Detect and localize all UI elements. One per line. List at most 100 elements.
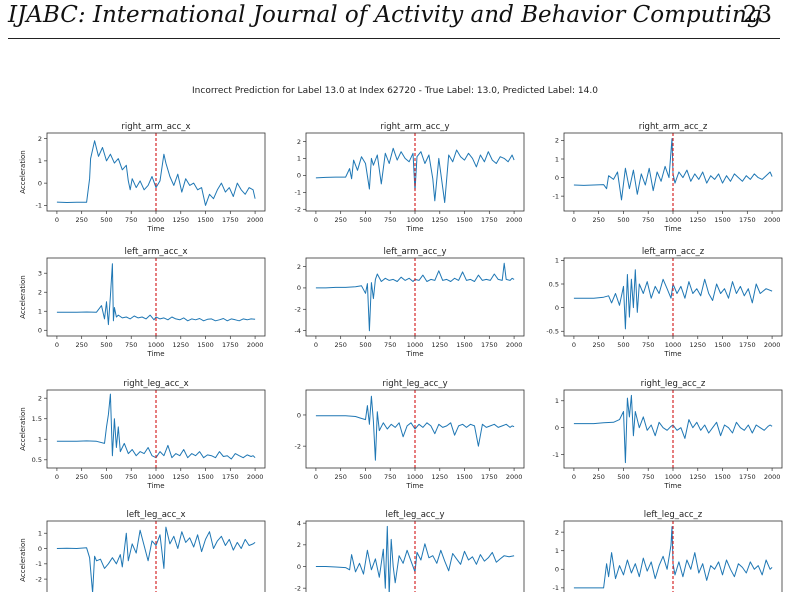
- x-tick-label: 1750: [481, 216, 498, 224]
- y-tick-label: 1: [38, 157, 42, 165]
- x-tick-label: 1000: [148, 216, 165, 224]
- y-tick-label: -1: [553, 584, 559, 592]
- x-tick-label: 1500: [456, 473, 473, 481]
- y-tick-label: 1: [38, 436, 42, 444]
- x-tick-label: 1500: [197, 216, 214, 224]
- y-tick-label: 1: [555, 155, 559, 163]
- x-tick-label: 1750: [222, 216, 239, 224]
- series-line: [573, 269, 773, 330]
- x-tick-label: 1750: [481, 473, 498, 481]
- x-tick-label: 500: [617, 341, 629, 349]
- journal-title: IJABC: International Journal of Activity…: [8, 2, 762, 28]
- subplot-left_leg_acc_z: left_leg_acc_z02505007501000125015001750…: [553, 510, 783, 592]
- series-line: [56, 393, 256, 460]
- x-tick-label: 1500: [197, 473, 214, 481]
- y-tick-label: -1: [36, 202, 42, 210]
- x-tick-label: 1750: [222, 341, 239, 349]
- series-line: [573, 526, 773, 589]
- x-tick-label: 500: [617, 473, 629, 481]
- x-tick-label: 1250: [431, 341, 448, 349]
- x-tick-label: 750: [125, 341, 137, 349]
- y-tick-label: 0: [38, 327, 42, 335]
- x-tick-label: 1750: [739, 473, 756, 481]
- x-tick-label: 1500: [456, 341, 473, 349]
- x-tick-label: 1250: [431, 216, 448, 224]
- y-tick-label: 0: [555, 304, 559, 312]
- axes-frame: [305, 520, 525, 592]
- x-tick-label: 2000: [506, 216, 523, 224]
- x-tick-label: 250: [75, 473, 87, 481]
- x-tick-label: 250: [75, 341, 87, 349]
- x-tick-label: 2000: [247, 473, 264, 481]
- y-axis-label: Acceleration: [19, 150, 27, 194]
- x-tick-label: 0: [572, 473, 576, 481]
- x-tick-label: 750: [384, 216, 396, 224]
- x-axis-label: Time: [663, 482, 681, 490]
- x-tick-label: 0: [55, 341, 59, 349]
- x-tick-label: 250: [334, 216, 346, 224]
- y-tick-label: -1: [553, 451, 559, 459]
- y-tick-label: -1: [36, 560, 42, 568]
- x-tick-label: 1750: [739, 341, 756, 349]
- x-tick-label: 0: [314, 341, 318, 349]
- x-tick-label: 1000: [665, 473, 682, 481]
- subplot-title: left_arm_acc_z: [642, 247, 705, 257]
- y-tick-label: 0: [297, 563, 301, 571]
- y-tick-label: 1: [297, 155, 301, 163]
- x-tick-label: 0: [572, 216, 576, 224]
- x-tick-label: 1250: [172, 341, 189, 349]
- header-rule: [8, 38, 780, 39]
- subplot-title: right_arm_acc_y: [380, 122, 449, 132]
- subplot-right_arm_acc_z: right_arm_acc_z 0 250 500 750 1000 1250 1500 175…: [553, 122, 783, 233]
- x-tick-label: 1500: [714, 341, 731, 349]
- x-tick-label: 750: [125, 216, 137, 224]
- x-tick-label: 1000: [148, 473, 165, 481]
- y-tick-label: 1: [38, 308, 42, 316]
- subplot-left_leg_acc_y: left_leg_acc_y02505007501000125015001750…: [295, 510, 525, 592]
- y-tick-label: 2: [297, 138, 301, 146]
- x-tick-label: 250: [592, 216, 604, 224]
- page-number: 23: [742, 2, 772, 28]
- y-tick-label: -2: [295, 306, 301, 314]
- y-tick-label: 0.5: [32, 456, 42, 464]
- subplot-right_arm_acc_x: right_arm_acc_x 0 250 500 750 1000 1250 1500 175…: [19, 122, 266, 233]
- y-tick-label: -4: [295, 327, 301, 335]
- x-tick-label: 1500: [197, 341, 214, 349]
- y-tick-label: 2: [297, 263, 301, 271]
- subplot-left_arm_acc_z: left_arm_acc_z 0 250 500 750 1000 1250 1500 1750…: [546, 247, 783, 358]
- y-tick-label: 0: [555, 174, 559, 182]
- x-tick-label: 1000: [407, 216, 424, 224]
- subplot-title: right_arm_acc_z: [639, 122, 708, 132]
- x-tick-label: 1750: [739, 216, 756, 224]
- x-axis-label: Time: [146, 225, 164, 233]
- y-tick-label: -0.5: [546, 328, 559, 336]
- y-tick-label: 1: [555, 397, 559, 405]
- x-tick-label: 1250: [689, 216, 706, 224]
- x-tick-label: 750: [642, 216, 654, 224]
- x-tick-label: 500: [100, 473, 112, 481]
- subplot-title: right_leg_acc_z: [641, 379, 706, 389]
- y-tick-label: -2: [295, 206, 301, 214]
- series-line: [573, 394, 773, 464]
- x-axis-label: Time: [146, 482, 164, 490]
- y-tick-label: -3: [36, 591, 42, 592]
- series-line: [56, 526, 256, 592]
- series-line: [573, 138, 773, 201]
- x-tick-label: 1250: [689, 341, 706, 349]
- x-tick-label: 1500: [714, 473, 731, 481]
- x-tick-label: 250: [334, 341, 346, 349]
- x-tick-label: 1250: [689, 473, 706, 481]
- x-tick-label: 2000: [764, 341, 781, 349]
- y-tick-label: 0: [555, 566, 559, 574]
- subplot-left_leg_acc_x: left_leg_acc_x02505007501000125015001750…: [19, 510, 266, 592]
- figure-suptitle: Incorrect Prediction for Label 13.0 at I…: [192, 86, 598, 96]
- y-tick-label: 2: [38, 289, 42, 297]
- x-tick-label: 1000: [407, 341, 424, 349]
- x-tick-label: 1000: [148, 341, 165, 349]
- subplot-title: left_arm_acc_x: [125, 247, 188, 257]
- y-tick-label: 1.5: [32, 415, 42, 423]
- x-axis-label: Time: [663, 350, 681, 358]
- y-tick-label: 4: [297, 519, 301, 527]
- x-tick-label: 0: [314, 216, 318, 224]
